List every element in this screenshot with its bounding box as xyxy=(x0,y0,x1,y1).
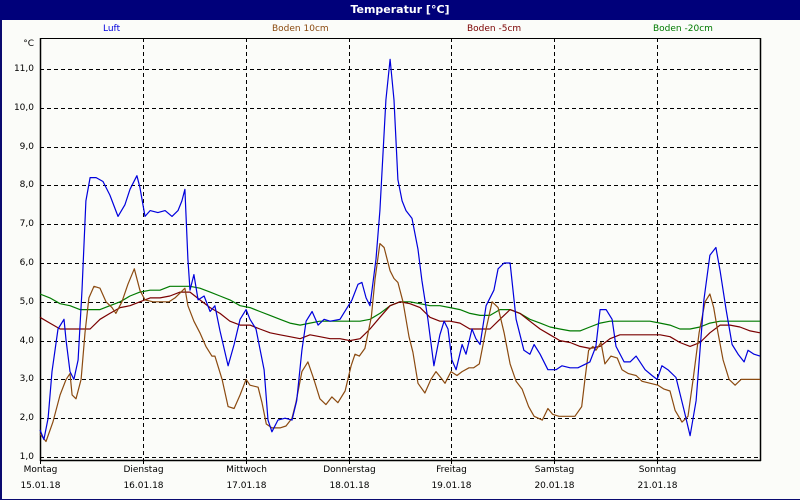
y-tick-label: 8,0 xyxy=(19,179,34,190)
x-tick-date: 15.01.18 xyxy=(20,481,61,491)
window-title: Temperatur [°C] xyxy=(0,0,800,20)
series-line-boden-10cm xyxy=(39,243,760,443)
x-tick-date: 18.01.18 xyxy=(329,481,370,491)
x-tick-day: Mittwoch xyxy=(226,465,267,475)
y-tick-label: 1,0 xyxy=(19,451,34,462)
legend-luft: Luft xyxy=(103,24,121,34)
series-line-luft xyxy=(39,58,761,441)
y-tick-label: 11,0 xyxy=(13,63,34,74)
x-tick-date: 19.01.18 xyxy=(431,481,472,491)
x-tick-day: Sonntag xyxy=(638,465,677,475)
series-line-boden-5cm xyxy=(39,291,761,349)
series-line-boden-20cm xyxy=(39,285,760,332)
y-tick-label: 6,0 xyxy=(19,257,34,268)
y-tick-label: 2,0 xyxy=(19,412,34,423)
y-tick-label: 3,0 xyxy=(19,373,34,384)
y-tick-label: 9,0 xyxy=(19,141,34,152)
x-tick-date: 21.01.18 xyxy=(637,481,678,491)
x-tick-date: 20.01.18 xyxy=(534,481,575,491)
y-tick-label: 10,0 xyxy=(13,102,34,113)
legend-boden-10cm: Boden 10cm xyxy=(272,24,329,34)
x-tick-date: 17.01.18 xyxy=(226,481,267,491)
x-tick-day: Samstag xyxy=(534,465,575,475)
legend-boden-20cm: Boden -20cm xyxy=(653,24,713,34)
x-tick-day: Freitag xyxy=(436,465,467,475)
y-tick-label: 7,0 xyxy=(19,218,34,229)
y-axis-unit: °C xyxy=(23,39,34,49)
x-tick-day: Donnerstag xyxy=(323,465,376,475)
y-tick-label: 4,0 xyxy=(19,335,34,346)
y-tick-label: 5,0 xyxy=(19,296,34,307)
x-tick-date: 16.01.18 xyxy=(123,481,164,491)
legend-boden-5cm: Boden -5cm xyxy=(467,24,522,34)
x-tick-day: Dienstag xyxy=(123,465,164,475)
x-tick-day: Montag xyxy=(23,465,58,475)
